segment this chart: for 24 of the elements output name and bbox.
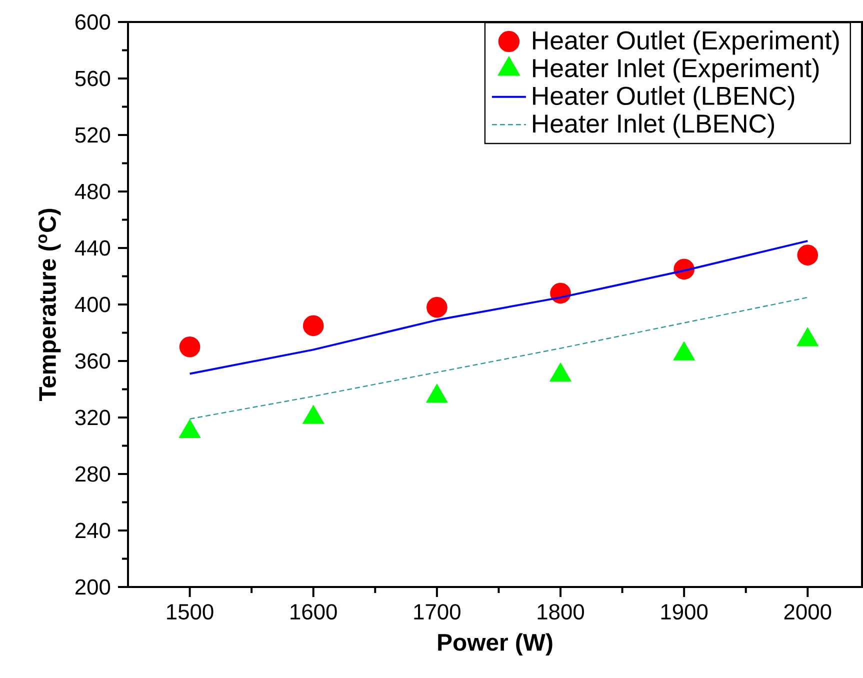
legend-label: Heater Inlet (LBENC) <box>533 114 774 138</box>
line-series <box>188 240 809 375</box>
y-tick-label: 520 <box>75 127 110 143</box>
x-tick-label: 2000 <box>784 604 832 620</box>
x-tick-label: 1600 <box>290 604 337 620</box>
y-tick-label: 320 <box>75 410 110 426</box>
y-tick-label: 200 <box>75 579 110 595</box>
y-tick-label: 240 <box>75 522 110 538</box>
y-tick-label: 360 <box>75 353 110 369</box>
x-tick-label: 1700 <box>414 604 460 620</box>
y-tick-label: 480 <box>74 184 110 200</box>
y-tick-label: 280 <box>75 466 110 482</box>
y-tick-label: 400 <box>74 296 110 312</box>
legend-label: Heater Outlet (LBENC) <box>533 86 794 110</box>
legend-label: Heater Outlet (Experiment) <box>533 30 839 55</box>
x-tick-label: 1800 <box>538 604 584 620</box>
legend-label: Heater Inlet (Experiment) <box>533 58 819 82</box>
y-tick-label: 600 <box>76 14 110 30</box>
x-axis-title: Power (W) <box>438 633 552 656</box>
x-tick-label: 1500 <box>167 604 214 620</box>
y-tick-label: 560 <box>75 70 110 86</box>
x-tick-label: 1900 <box>661 604 708 620</box>
y-tick-label: 440 <box>74 240 110 256</box>
y-axis-title: Temperature ($^{o}$C) <box>38 208 61 402</box>
